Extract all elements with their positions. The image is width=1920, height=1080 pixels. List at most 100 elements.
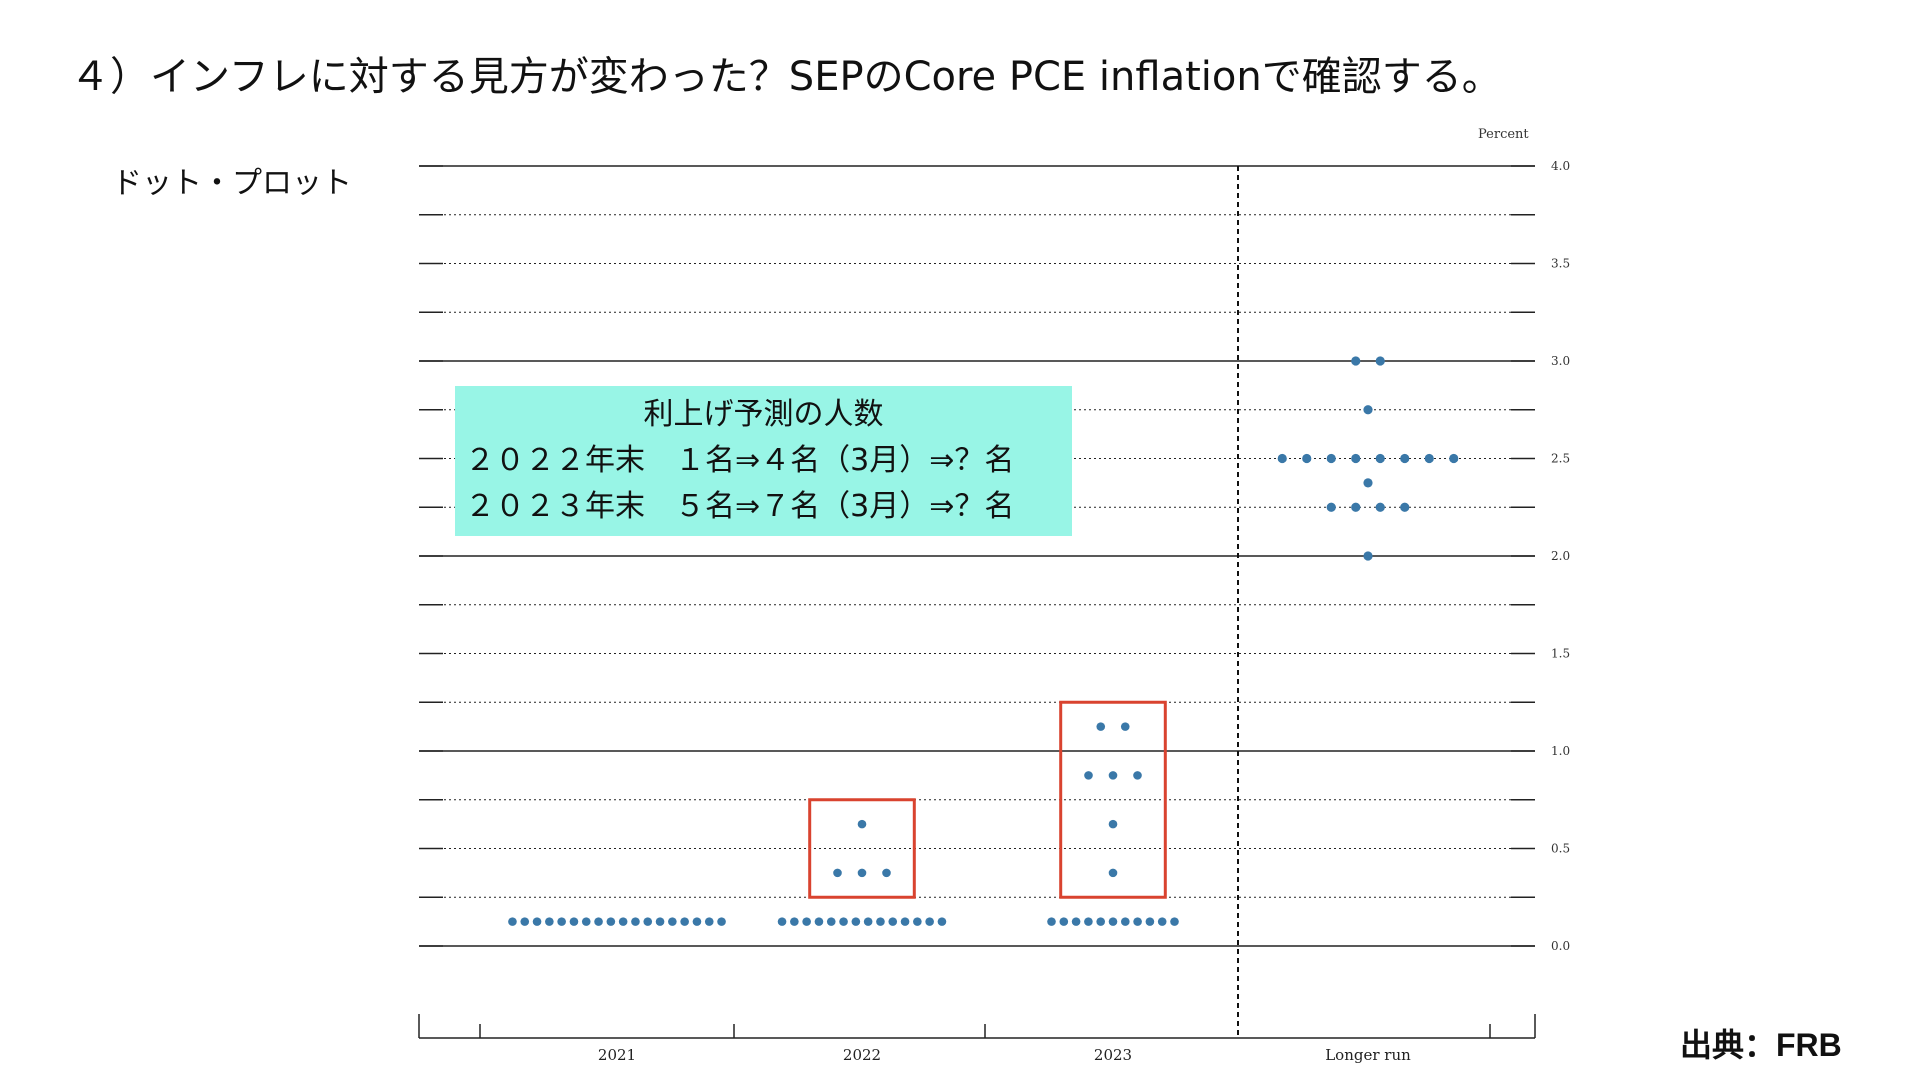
dot-marker [1302, 453, 1312, 464]
y-tick-label: 3.0 [1551, 354, 1570, 368]
y-tick-label: 2.0 [1551, 549, 1570, 563]
dot-marker [937, 917, 947, 926]
dot-marker [863, 917, 873, 926]
axis-layer [418, 166, 1536, 1039]
dot-marker [1133, 917, 1142, 926]
dot-marker [839, 917, 848, 926]
dot-marker [1096, 917, 1105, 926]
dot-marker [618, 917, 628, 926]
dot-marker [882, 868, 891, 878]
highlight-box-2023 [1059, 700, 1167, 899]
dot-marker [925, 917, 934, 926]
y-tick-label: 4.0 [1551, 159, 1570, 173]
x-category-label: 2022 [843, 1046, 881, 1064]
dot-marker [1121, 917, 1130, 926]
dot-marker [606, 917, 616, 926]
dot-marker [520, 917, 530, 926]
dot-marker [545, 917, 554, 926]
dot-marker [655, 917, 665, 926]
dot-marker [913, 917, 922, 926]
dot-marker [508, 917, 517, 926]
dot-marker [1400, 502, 1410, 512]
dot-marker [1363, 551, 1373, 561]
dot-marker [1375, 453, 1385, 464]
dot-marker [777, 917, 787, 926]
dot-marker [1145, 917, 1155, 926]
dot-marker [1071, 917, 1081, 926]
dot-marker [857, 819, 867, 829]
dot-marker [888, 917, 898, 926]
dot-marker [692, 917, 702, 926]
dot-marker [1084, 771, 1093, 780]
dot-marker [900, 917, 910, 926]
label-layer: 0.0 0.5 1.0 1.5 2.0 2.5 3.0 3.5 4.0 Percent 2021 20… [598, 127, 1570, 1064]
dot-marker [1351, 356, 1361, 366]
source-label: 出典：FRB [1680, 1027, 1842, 1063]
dot-marker [594, 917, 603, 926]
highlight-box-2022 [808, 798, 916, 899]
x-category-label: 2021 [598, 1046, 636, 1064]
dot-marker [1059, 917, 1069, 926]
dot-marker [1351, 502, 1361, 512]
slide-title: ４）インフレに対する見方が変わった？SEPのCore PCE inflation… [70, 54, 1502, 100]
dot-marker [532, 917, 542, 926]
dot-marker [876, 917, 885, 926]
callout-heading: 利上げ予測の人数 [643, 397, 884, 432]
dot-marker [1277, 453, 1287, 464]
y-tick-label: 2.5 [1551, 452, 1570, 466]
chart-subtitle: ドット・プロット [112, 166, 352, 201]
callout-line-2022: ２０２２年末 １名⇒４名（3月）⇒？名 [465, 443, 1015, 478]
dot-marker [1375, 356, 1385, 366]
dot-marker [1108, 917, 1118, 926]
dot-marker [1108, 868, 1118, 878]
dot-marker [790, 917, 799, 926]
dot-marker [833, 868, 842, 878]
dot-marker [1326, 502, 1336, 512]
dot-marker [1375, 502, 1385, 512]
dot-marker [557, 917, 566, 926]
dot-marker [1157, 917, 1167, 926]
dot-marker [704, 917, 714, 926]
y-unit-label: Percent [1478, 127, 1529, 142]
dot-marker [814, 917, 824, 926]
dot-marker [1351, 453, 1361, 464]
dot-marker [857, 868, 867, 878]
dot-marker [1047, 917, 1056, 926]
dot-marker [851, 917, 861, 926]
dot-marker [680, 917, 689, 926]
dot-marker [1449, 453, 1459, 464]
dot-marker [1363, 478, 1373, 488]
dot-marker [826, 917, 836, 926]
y-tick-label: 3.5 [1551, 257, 1570, 271]
dot-marker [1084, 917, 1093, 926]
dot-marker [569, 917, 579, 926]
dot-marker [643, 917, 653, 926]
y-tick-label: 0.0 [1551, 939, 1570, 953]
dot-marker [581, 917, 591, 926]
dot-marker [668, 917, 677, 926]
y-tick-label: 1.0 [1551, 744, 1570, 758]
dot-marker [1096, 722, 1106, 731]
dot-marker [1133, 771, 1142, 780]
rate-hike-callout: 利上げ予測の人数 ２０２２年末 １名⇒４名（3月）⇒？名 ２０２３年末 ５名⇒７… [455, 386, 1072, 536]
dot-marker [1326, 453, 1336, 464]
dot-marker [717, 917, 726, 926]
y-tick-label: 0.5 [1551, 842, 1570, 856]
callout-line-2023: ２０２３年末 ５名⇒７名（3月）⇒？名 [465, 489, 1015, 524]
dot-marker [1120, 722, 1130, 731]
dot-layer [508, 356, 1459, 926]
dot-marker [1108, 771, 1118, 780]
x-category-label: 2023 [1094, 1046, 1132, 1064]
dot-marker [1108, 819, 1118, 829]
dot-marker [1170, 917, 1179, 926]
grid-layer [419, 165, 1535, 947]
dot-marker [631, 917, 640, 926]
dot-marker [1400, 453, 1410, 464]
dot-marker [802, 917, 811, 926]
dot-marker [1363, 405, 1373, 415]
y-tick-label: 1.5 [1551, 647, 1570, 661]
dot-marker [1424, 453, 1434, 464]
x-category-label: Longer run [1325, 1046, 1411, 1064]
highlight-layer [808, 700, 1167, 899]
